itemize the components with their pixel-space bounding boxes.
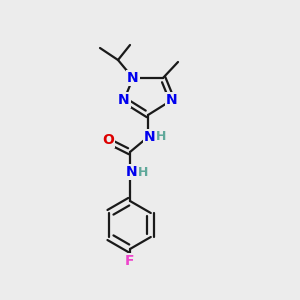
Text: H: H xyxy=(156,130,166,143)
Text: O: O xyxy=(102,133,114,147)
Text: H: H xyxy=(138,166,148,178)
Text: F: F xyxy=(125,254,135,268)
Text: N: N xyxy=(127,71,139,85)
Text: N: N xyxy=(166,93,178,107)
Text: N: N xyxy=(118,93,130,107)
Text: N: N xyxy=(144,130,156,144)
Text: N: N xyxy=(126,165,138,179)
